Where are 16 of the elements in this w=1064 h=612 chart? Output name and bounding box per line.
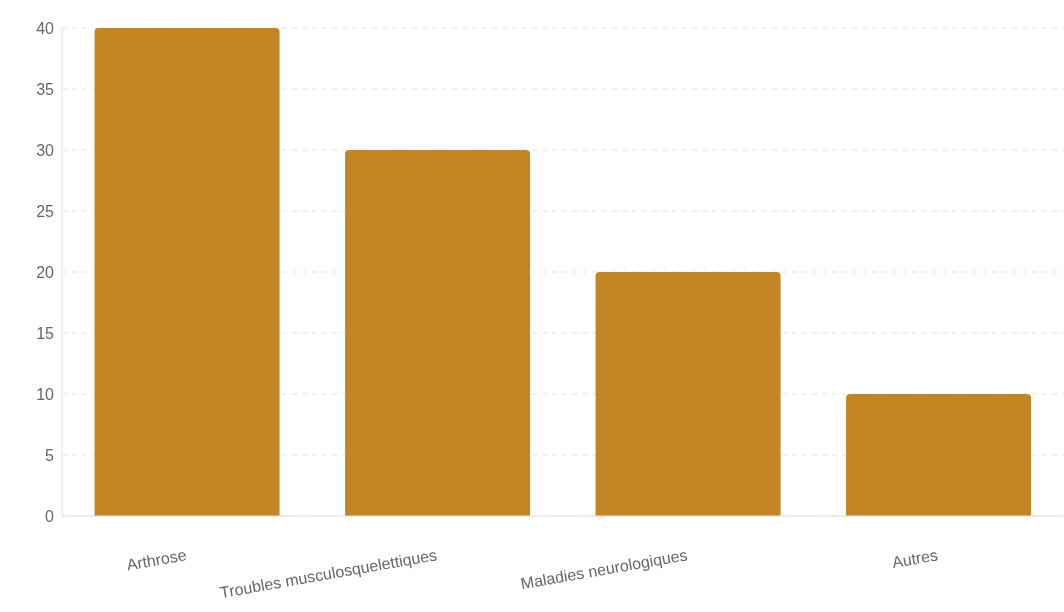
x-tick-label: Maladies neurologiques — [519, 546, 689, 593]
bar — [345, 150, 531, 516]
y-tick-label: 0 — [45, 507, 55, 525]
y-tick-label: 30 — [36, 141, 55, 159]
y-tick-label: 20 — [36, 263, 55, 281]
y-tick-label: 35 — [36, 80, 55, 98]
y-tick-label: 25 — [36, 202, 55, 220]
bar — [846, 394, 1032, 516]
bar — [595, 272, 781, 516]
y-tick-label: 40 — [36, 19, 55, 37]
x-tick-label: Autres — [890, 546, 940, 571]
y-tick-label: 15 — [36, 324, 55, 342]
y-tick-label: 5 — [45, 446, 55, 464]
bar — [94, 28, 280, 516]
y-tick-label: 10 — [36, 385, 55, 403]
x-tick-label: Arthrose — [125, 546, 188, 574]
